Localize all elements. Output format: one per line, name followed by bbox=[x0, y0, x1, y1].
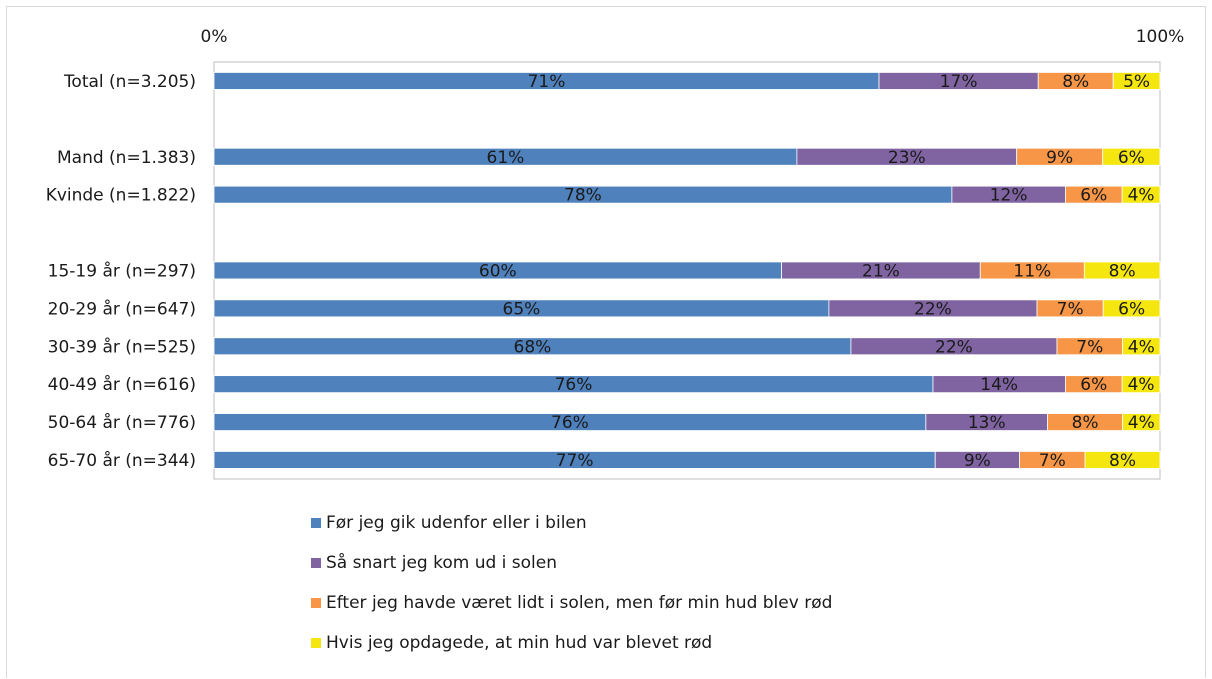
data-label: 6% bbox=[1118, 299, 1145, 319]
category-label: 65-70 år (n=344) bbox=[48, 450, 196, 471]
data-label: 9% bbox=[1046, 148, 1073, 168]
category-label: 20-29 år (n=647) bbox=[48, 298, 196, 319]
legend-item: Hvis jeg opdagede, at min hud var blevet… bbox=[311, 632, 832, 653]
data-label: 76% bbox=[555, 375, 593, 395]
data-label: 65% bbox=[503, 299, 541, 319]
data-label: 6% bbox=[1080, 375, 1107, 395]
legend-label: Hvis jeg opdagede, at min hud var blevet… bbox=[326, 632, 713, 653]
legend-swatch bbox=[311, 557, 321, 568]
data-label: 4% bbox=[1128, 413, 1155, 433]
data-label: 21% bbox=[862, 261, 900, 281]
data-label: 78% bbox=[564, 186, 602, 206]
bar-segment bbox=[1102, 147, 1161, 166]
category-label: Total (n=3.205) bbox=[63, 72, 196, 92]
bar-segment bbox=[1121, 375, 1161, 394]
data-label: 8% bbox=[1109, 451, 1136, 471]
bar-segment bbox=[1112, 72, 1161, 90]
data-label: 22% bbox=[914, 299, 952, 319]
data-label: 76% bbox=[551, 413, 589, 433]
legend-swatch bbox=[311, 637, 321, 648]
bar-segment bbox=[1084, 451, 1161, 469]
data-label: 7% bbox=[1076, 337, 1103, 357]
data-label: 6% bbox=[1080, 186, 1107, 206]
legend-item: Så snart jeg kom ud i solen bbox=[311, 552, 832, 573]
legend-label: Før jeg gik udenfor eller i bilen bbox=[326, 512, 587, 533]
data-label: 12% bbox=[990, 186, 1028, 206]
legend-item: Før jeg gik udenfor eller i bilen bbox=[311, 512, 832, 533]
bar-segment bbox=[1121, 185, 1161, 204]
data-label: 8% bbox=[1062, 72, 1089, 92]
bar-segment bbox=[1122, 337, 1161, 356]
data-label: 23% bbox=[888, 148, 926, 168]
data-label: 8% bbox=[1072, 413, 1099, 433]
bar-segment bbox=[1083, 261, 1161, 280]
legend: Før jeg gik udenfor eller i bilen Så sna… bbox=[311, 512, 832, 672]
data-label: 6% bbox=[1118, 148, 1145, 168]
bar-segment bbox=[1102, 299, 1161, 318]
data-label: 61% bbox=[487, 148, 525, 168]
legend-item: Efter jeg havde været lidt i solen, men … bbox=[311, 592, 832, 613]
data-label: 14% bbox=[980, 375, 1018, 395]
data-label: 7% bbox=[1057, 299, 1084, 319]
legend-swatch bbox=[311, 517, 321, 528]
data-label: 9% bbox=[964, 451, 991, 471]
data-label: 4% bbox=[1128, 375, 1155, 395]
data-label: 8% bbox=[1109, 261, 1136, 281]
category-label: 50-64 år (n=776) bbox=[48, 412, 196, 433]
data-label: 13% bbox=[968, 413, 1006, 433]
data-label: 22% bbox=[935, 337, 973, 357]
x-tick-0: 0% bbox=[201, 27, 228, 47]
category-label: 30-39 år (n=525) bbox=[48, 336, 196, 357]
data-label: 60% bbox=[479, 261, 517, 281]
bars bbox=[213, 72, 1161, 469]
data-labels: 71% 17% 8% 5% 61% 23% 9% 6% 78% 12% 6% 4% 60% 21% 11% 8… bbox=[479, 72, 1155, 471]
bar-segment bbox=[1122, 413, 1161, 431]
data-label: 11% bbox=[1013, 261, 1051, 281]
data-label: 68% bbox=[514, 337, 552, 357]
category-label: 15-19 år (n=297) bbox=[48, 260, 196, 281]
chart-frame bbox=[6, 6, 1206, 678]
legend-label: Så snart jeg kom ud i solen bbox=[326, 552, 558, 573]
x-tick-100: 100% bbox=[1136, 27, 1185, 47]
data-label: 7% bbox=[1039, 451, 1066, 471]
data-label: 77% bbox=[556, 451, 594, 471]
category-label: 40-49 år (n=616) bbox=[48, 374, 196, 395]
data-label: 4% bbox=[1128, 337, 1155, 357]
data-label: 71% bbox=[528, 72, 566, 92]
legend-swatch bbox=[311, 597, 321, 608]
data-label: 17% bbox=[940, 72, 978, 92]
category-labels: Total (n=3.205) Mand (n=1.383) Kvinde (n=1… bbox=[46, 72, 196, 471]
legend-label: Efter jeg havde været lidt i solen, men … bbox=[326, 592, 833, 613]
data-label: 4% bbox=[1128, 186, 1155, 206]
category-label: Mand (n=1.383) bbox=[57, 148, 196, 168]
category-label: Kvinde (n=1.822) bbox=[46, 186, 196, 206]
data-label: 5% bbox=[1123, 72, 1150, 92]
